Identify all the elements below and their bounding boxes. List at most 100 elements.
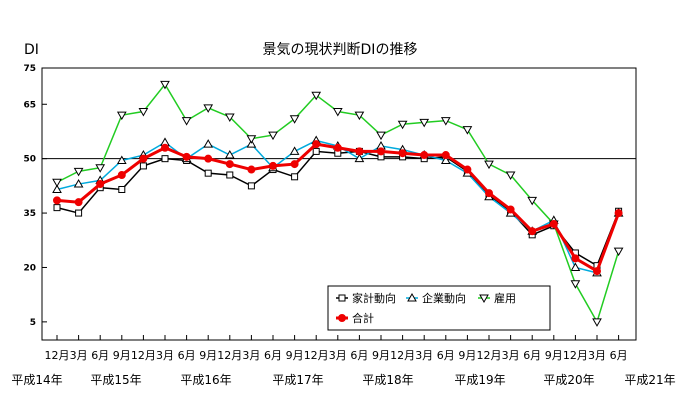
legend-marker	[479, 294, 489, 304]
data-point	[570, 262, 581, 271]
data-point	[420, 151, 429, 160]
data-point	[333, 143, 342, 152]
y-tick-label: 50	[23, 155, 36, 165]
x-tick-label: 9月	[286, 349, 304, 362]
x-tick-label: 3月	[502, 349, 520, 362]
x-tick-label: 12月	[45, 349, 70, 362]
data-point	[311, 91, 322, 101]
data-point	[181, 117, 192, 126]
series-2	[52, 80, 624, 327]
data-point	[506, 205, 515, 214]
era-label: 平成21年	[624, 373, 675, 387]
data-point	[397, 120, 408, 130]
data-point	[593, 267, 601, 276]
data-point	[528, 227, 537, 236]
x-tick-label: 6月	[91, 349, 109, 362]
x-tick-label: 3月	[70, 349, 88, 362]
x-tick-label: 6月	[610, 349, 628, 362]
x-tick-label: 9月	[199, 349, 217, 362]
data-point	[440, 117, 451, 126]
data-point	[247, 165, 256, 174]
x-tick-label: 12月	[217, 349, 242, 362]
data-point	[52, 178, 62, 188]
data-point	[377, 147, 385, 156]
x-tick-label: 6月	[350, 349, 368, 362]
data-point	[332, 108, 343, 117]
y-tick-label: 35	[23, 209, 36, 219]
data-point	[161, 155, 169, 163]
legend-marker	[407, 292, 417, 302]
data-point	[118, 185, 126, 193]
y-tick-label: 65	[23, 100, 36, 110]
data-point	[203, 104, 214, 113]
data-point	[398, 149, 407, 158]
x-tick-label: 6月	[264, 349, 282, 362]
data-point	[160, 80, 170, 90]
data-point	[419, 118, 430, 128]
data-point	[549, 219, 558, 228]
data-point	[203, 139, 214, 148]
data-point	[204, 169, 212, 177]
data-point	[73, 179, 84, 188]
legend-label: 企業動向	[422, 291, 466, 305]
legend-marker	[338, 314, 346, 322]
data-point	[505, 171, 516, 180]
x-tick-label: 12月	[390, 349, 415, 362]
data-point	[117, 170, 126, 179]
x-tick-label: 6月	[178, 349, 196, 362]
data-point	[96, 180, 105, 189]
data-point	[138, 108, 149, 117]
legend-label: 家計動向	[352, 291, 396, 305]
era-label: 平成15年	[90, 373, 141, 387]
data-point	[116, 155, 127, 164]
x-tick-label: 12月	[304, 349, 329, 362]
x-tick-label: 9月	[372, 349, 390, 362]
legend-label: 合計	[352, 311, 374, 325]
data-point	[182, 152, 191, 161]
data-point	[74, 198, 83, 207]
data-point	[376, 131, 386, 141]
x-tick-label: 3月	[329, 349, 347, 362]
data-point	[571, 254, 580, 263]
data-point	[268, 131, 278, 141]
data-point	[355, 147, 364, 156]
data-point	[289, 115, 300, 124]
y-tick-label: 75	[23, 64, 36, 74]
data-point	[614, 209, 623, 218]
data-point	[354, 111, 365, 121]
x-tick-label: 3月	[242, 349, 260, 362]
data-point	[75, 209, 83, 217]
data-point	[95, 164, 106, 173]
era-label: 平成20年	[543, 373, 594, 387]
era-label: 平成16年	[180, 373, 231, 387]
data-point	[291, 173, 299, 181]
data-point	[485, 189, 493, 198]
data-point	[440, 155, 451, 164]
data-point	[53, 196, 61, 205]
data-point	[441, 151, 450, 160]
series-3	[53, 140, 623, 276]
data-point	[290, 160, 299, 169]
data-point	[224, 113, 235, 122]
era-label: 平成18年	[362, 373, 413, 387]
x-tick-label: 3月	[588, 349, 606, 362]
data-point	[204, 154, 213, 163]
legend-marker	[338, 294, 346, 302]
data-point	[225, 160, 234, 169]
data-point	[247, 182, 255, 190]
x-tick-label: 6月	[523, 349, 541, 362]
data-point	[354, 153, 365, 163]
data-point	[269, 161, 277, 170]
data-point	[613, 247, 624, 257]
data-point	[484, 160, 494, 170]
y-axis-label: DI	[24, 42, 39, 58]
y-tick-label: 20	[23, 263, 36, 273]
data-point	[161, 143, 169, 152]
data-point	[226, 171, 234, 179]
x-tick-label: 3月	[156, 349, 174, 362]
data-point	[463, 165, 472, 174]
plot-frame	[41, 67, 637, 341]
x-tick-label: 12月	[477, 349, 502, 362]
